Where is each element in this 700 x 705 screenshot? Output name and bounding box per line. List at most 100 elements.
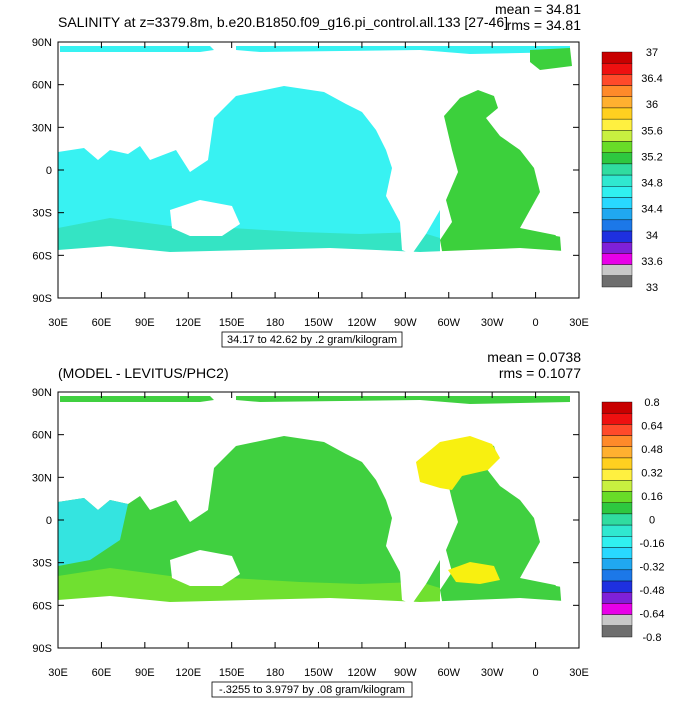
colorbar-swatch — [601, 592, 633, 604]
x-tick-label: 120W — [348, 667, 377, 679]
x-tick-label: 30W — [481, 317, 504, 329]
colorbar-label: 0.48 — [641, 444, 662, 456]
ocean-arctic — [60, 396, 214, 402]
colorbar-label: 36 — [646, 99, 658, 111]
rms-label: rms = 34.81 — [507, 17, 582, 33]
x-tick-label: 90W — [394, 667, 417, 679]
colorbar-swatch — [601, 480, 633, 492]
x-tick-label: 30E — [569, 667, 589, 679]
y-tick-label: 60N — [32, 80, 52, 92]
x-tick-label: 180 — [266, 667, 284, 679]
ocean-arctic — [60, 46, 214, 52]
range-box — [221, 331, 403, 348]
x-tick-label: 30E — [48, 317, 68, 329]
ocean-arctic-atlantic — [530, 48, 572, 70]
mean-label: mean = 34.81 — [495, 1, 581, 17]
x-tick-label: 60E — [92, 317, 112, 329]
colorbar-swatch — [601, 230, 633, 243]
colorbar-swatch — [601, 491, 633, 503]
colorbar-label: -0.64 — [639, 609, 664, 621]
range-label: 34.17 to 42.62 by .2 gram/kilogram — [227, 334, 397, 346]
x-tick-label: 120W — [348, 317, 377, 329]
ocean-atlantic — [440, 90, 562, 262]
colorbar-swatch — [601, 141, 633, 153]
x-tick-label: 30E — [569, 317, 589, 329]
colorbar-swatch — [601, 412, 633, 425]
y-tick-label: 0 — [46, 515, 52, 527]
colorbar-swatch — [601, 435, 633, 447]
colorbar-label: 0.8 — [644, 397, 659, 409]
colorbar-swatch — [601, 625, 633, 638]
colorbar-swatch — [601, 603, 633, 615]
colorbar-label: 35.6 — [641, 125, 662, 137]
colorbar-swatch — [601, 264, 633, 277]
colorbar-swatch — [601, 401, 633, 414]
colorbar-label: -0.32 — [639, 562, 664, 574]
y-tick-label: 30S — [32, 558, 52, 570]
ocean-indian-west — [58, 498, 128, 566]
land-africa — [540, 176, 579, 240]
colorbar-swatch — [601, 242, 633, 254]
ocean-atlantic-yellow-north — [416, 436, 500, 490]
x-tick-label: 150W — [304, 317, 333, 329]
colorbar-label: 0 — [649, 515, 655, 527]
rms-label: rms = 0.1077 — [499, 365, 581, 381]
colorbar-swatch — [601, 174, 633, 187]
colorbar-label: 36.4 — [641, 73, 662, 85]
range-label: -.3255 to 3.9797 by .08 gram/kilogram — [219, 684, 405, 696]
x-tick-label: 90E — [135, 317, 155, 329]
x-tick-label: 0 — [533, 317, 539, 329]
x-tick-label: 90W — [394, 317, 417, 329]
y-tick-label: 60N — [32, 430, 52, 442]
colorbar-swatch — [601, 197, 633, 209]
x-tick-label: 90E — [135, 667, 155, 679]
y-tick-label: 90N — [32, 387, 52, 399]
land-antarctica — [58, 246, 579, 298]
x-tick-label: 60W — [437, 317, 460, 329]
colorbar-swatch — [601, 424, 633, 436]
colorbar-swatch — [601, 558, 633, 571]
colorbar-swatch — [601, 163, 633, 176]
x-tick-label: 150W — [304, 667, 333, 679]
y-tick-label: 0 — [46, 165, 52, 177]
colorbar-label: 0.32 — [641, 468, 662, 480]
x-tick-label: 30W — [481, 667, 504, 679]
colorbar-label: 0.16 — [641, 491, 662, 503]
colorbar-swatch — [601, 107, 633, 120]
x-tick-label: 120E — [175, 317, 201, 329]
land-australia — [170, 550, 240, 586]
colorbar-swatch — [601, 152, 633, 165]
map-ticks: 30E 60E 90E 120E 150E 180 150W 120W 90W 60W 30W 0 30… — [32, 387, 589, 679]
map-ticks: 30E 60E 90E 120E 150E 180 150W 120W 90W 60W 30W 0 30… — [32, 37, 589, 329]
y-tick-label: 90N — [32, 37, 52, 49]
y-tick-label: 30N — [32, 472, 52, 484]
colorbar-swatch — [601, 130, 633, 142]
colorbar-swatch — [601, 219, 633, 232]
panel-title: (MODEL - LEVITUS/PHC2) — [58, 365, 229, 381]
colorbar-label: 35.2 — [641, 151, 662, 163]
colorbar-label: 37 — [646, 47, 658, 59]
colorbar-label: 34 — [646, 230, 658, 242]
colorbar-swatch — [601, 74, 633, 86]
colorbar-swatch — [601, 275, 633, 288]
y-tick-label: 30N — [32, 122, 52, 134]
colorbar-label: -0.8 — [643, 632, 662, 644]
colorbar-swatch — [601, 569, 633, 582]
land-south-america — [386, 168, 444, 254]
x-tick-label: 0 — [533, 667, 539, 679]
land-africa — [540, 526, 579, 590]
colorbar-swatch — [601, 118, 633, 131]
range-box — [211, 681, 413, 698]
colorbar-label: 33.6 — [641, 256, 662, 268]
ocean-atlantic-yellow-south — [448, 562, 500, 584]
colorbar-label: 34.8 — [641, 178, 662, 190]
y-tick-label: 90S — [32, 643, 52, 655]
panel-difference: (MODEL - LEVITUS/PHC2) mean = 0.0738 rms… — [32, 349, 665, 698]
y-tick-label: 90S — [32, 293, 52, 305]
land-south-america — [386, 518, 444, 604]
map-plot — [58, 396, 579, 648]
y-tick-label: 30S — [32, 208, 52, 220]
colorbar-swatch — [601, 502, 633, 515]
ocean-pacific — [58, 436, 440, 612]
